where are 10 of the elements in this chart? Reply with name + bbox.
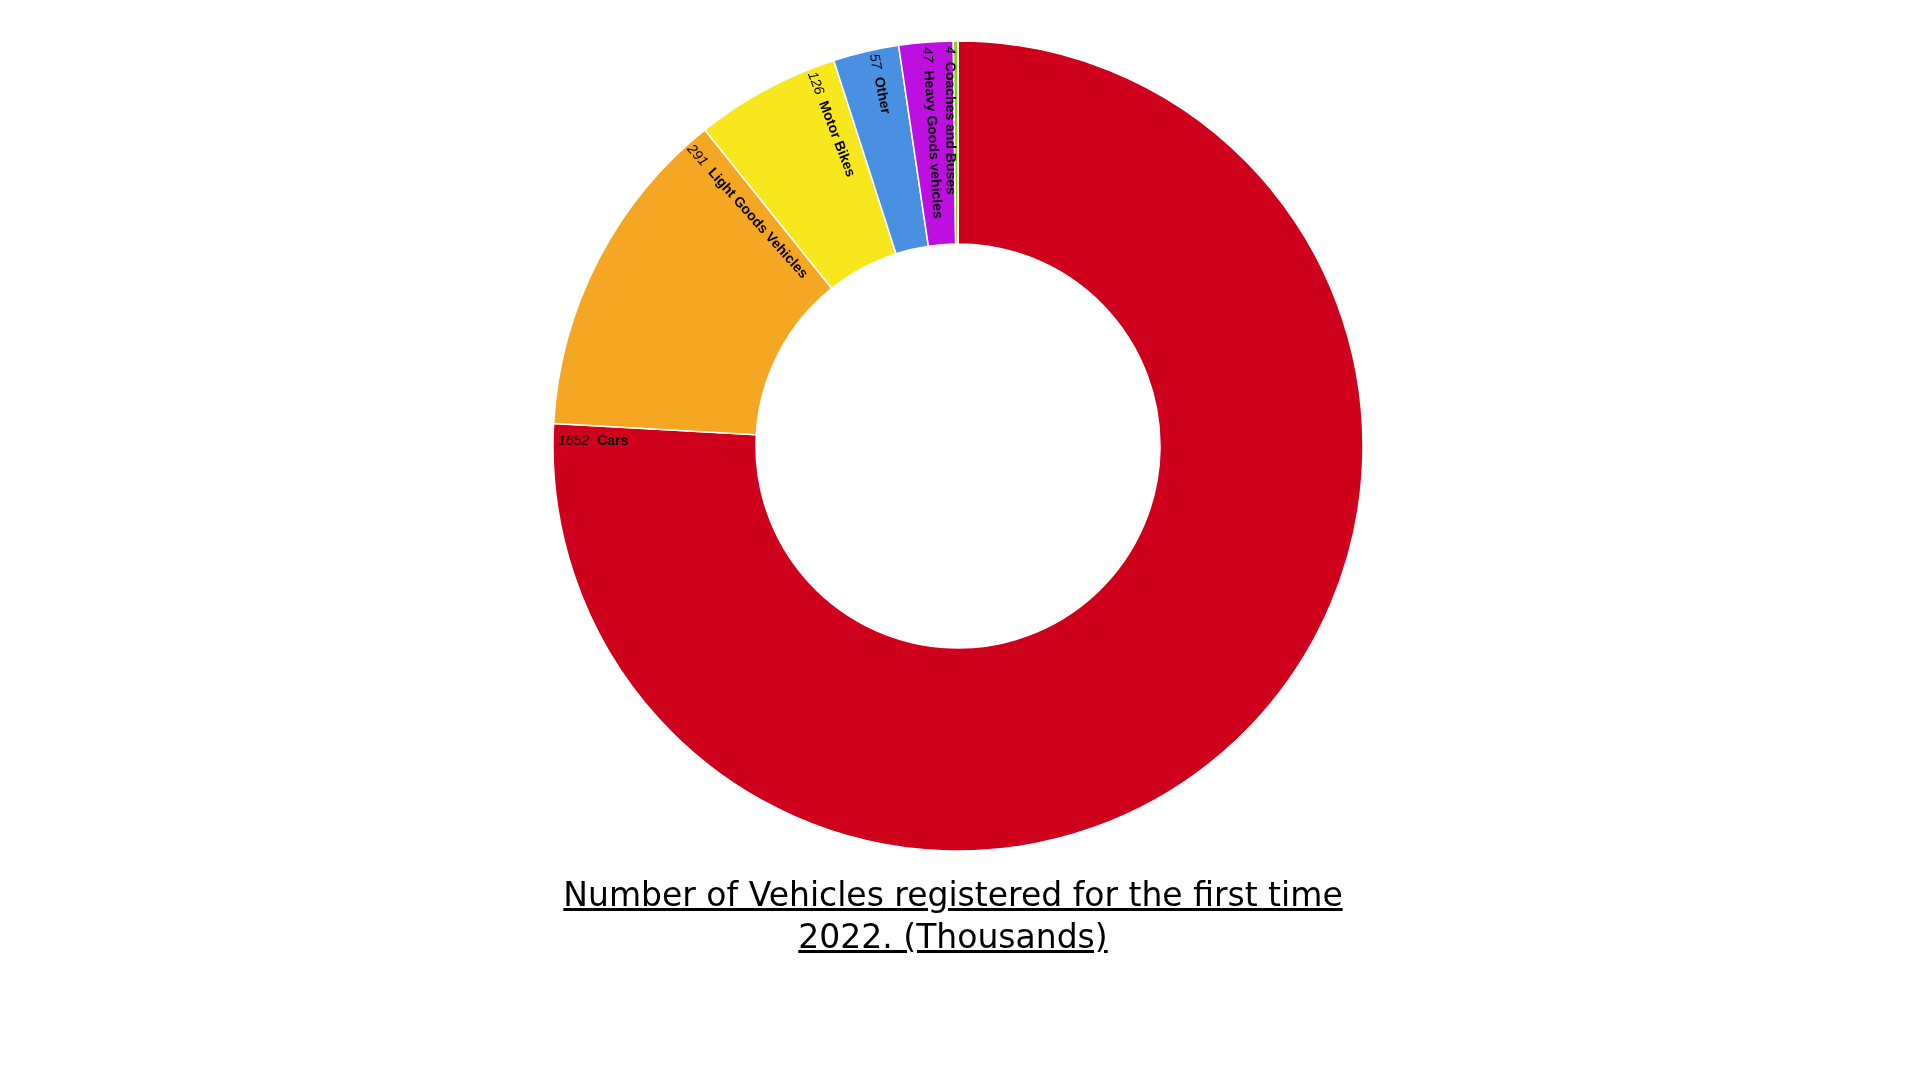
data-label: 1652: [557, 431, 590, 448]
data-label: 47: [919, 46, 937, 65]
slice-label: Cars: [597, 431, 629, 448]
slice-label: Motor Bikes: [816, 98, 860, 180]
data-label: 291: [683, 139, 712, 169]
data-label: 4: [942, 45, 959, 55]
text: Number of Vehicles registered for the first time 2022. (Thousands): [562, 874, 1344, 958]
data-label: 57: [866, 52, 886, 72]
data-label: 126: [804, 69, 829, 97]
slice-label: Other: [871, 75, 895, 116]
